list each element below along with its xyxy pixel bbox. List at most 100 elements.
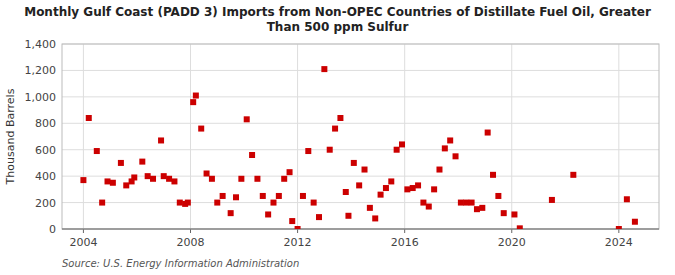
point (469, 200, 475, 206)
point (86, 115, 92, 121)
x-axis-line (62, 229, 659, 230)
x-grid-line (618, 44, 619, 229)
point (570, 172, 576, 178)
point (311, 200, 317, 206)
point (463, 200, 469, 206)
point (305, 148, 311, 154)
point (343, 189, 349, 195)
point (289, 218, 295, 224)
point (337, 115, 343, 121)
x-grid-line (297, 44, 298, 229)
point (431, 186, 437, 192)
point (281, 176, 287, 182)
y-grid-line (62, 96, 659, 97)
point (447, 137, 453, 143)
point (185, 200, 191, 206)
y-tick-label: 800 (35, 117, 56, 130)
y-grid-line (62, 123, 659, 124)
point (220, 193, 226, 199)
x-grid-line (83, 44, 84, 229)
point (161, 173, 167, 179)
point (399, 141, 405, 147)
point (442, 145, 448, 151)
point (332, 126, 338, 132)
point (295, 226, 301, 229)
point (260, 193, 266, 199)
point (327, 147, 333, 153)
source-note: Source: U.S. Energy Information Administ… (62, 258, 299, 269)
point (228, 210, 234, 216)
point (110, 180, 116, 186)
point (99, 200, 105, 206)
point (80, 177, 86, 183)
x-tick-label: 2020 (498, 236, 526, 249)
point (511, 211, 517, 217)
point (177, 200, 183, 206)
y-tick-label: 1,400 (25, 38, 57, 51)
point (495, 193, 501, 199)
y-tick-label: 400 (35, 170, 56, 183)
x-tick (83, 229, 84, 233)
point (204, 171, 210, 177)
title: Monthly Gulf Coast (PADD 3) Imports from… (24, 5, 651, 34)
point (501, 210, 507, 216)
point (276, 193, 282, 199)
point (190, 99, 196, 105)
y-grid-line (62, 70, 659, 71)
point (233, 194, 239, 200)
point (453, 153, 459, 159)
x-tick (404, 229, 405, 233)
y-grid-line (62, 149, 659, 150)
chart: Monthly Gulf Coast (PADD 3) Imports from… (0, 0, 675, 275)
x-tick-label: 2016 (391, 236, 419, 249)
x-tick (190, 229, 191, 233)
points (80, 66, 637, 229)
point (436, 167, 442, 173)
y-tick-label: 1,000 (25, 91, 57, 104)
point (351, 160, 357, 166)
point (171, 178, 177, 184)
point (485, 130, 491, 136)
point (394, 147, 400, 153)
x-tick (297, 229, 298, 233)
point (624, 196, 630, 202)
point (378, 192, 384, 198)
point (345, 213, 351, 219)
point (193, 93, 199, 99)
y-tick-label: 1,200 (25, 64, 57, 77)
y-grid-line (62, 202, 659, 203)
point (238, 176, 244, 182)
y-tick-label: 0 (49, 223, 56, 236)
point (105, 178, 111, 184)
point (150, 176, 156, 182)
grid (62, 44, 659, 229)
point (198, 126, 204, 132)
point (139, 159, 145, 165)
point (388, 178, 394, 184)
point (265, 211, 271, 217)
x-tick (618, 229, 619, 233)
point (632, 219, 638, 225)
point (145, 173, 151, 179)
x-tick-label: 2008 (177, 236, 205, 249)
point (474, 206, 480, 212)
point (616, 226, 622, 229)
point (249, 152, 255, 158)
point (383, 185, 389, 191)
point (131, 174, 137, 180)
point (94, 148, 100, 154)
point (420, 200, 426, 206)
point (214, 200, 220, 206)
point (367, 205, 373, 211)
point (287, 169, 293, 175)
x-tick-label: 2012 (284, 236, 312, 249)
point (372, 215, 378, 221)
x-tick-label: 2004 (69, 236, 97, 249)
point (118, 160, 124, 166)
point (490, 172, 496, 178)
point (158, 137, 164, 143)
point (300, 193, 306, 199)
point (517, 225, 523, 229)
y-tick-label: 600 (35, 144, 56, 157)
x-grid-line (511, 44, 512, 229)
